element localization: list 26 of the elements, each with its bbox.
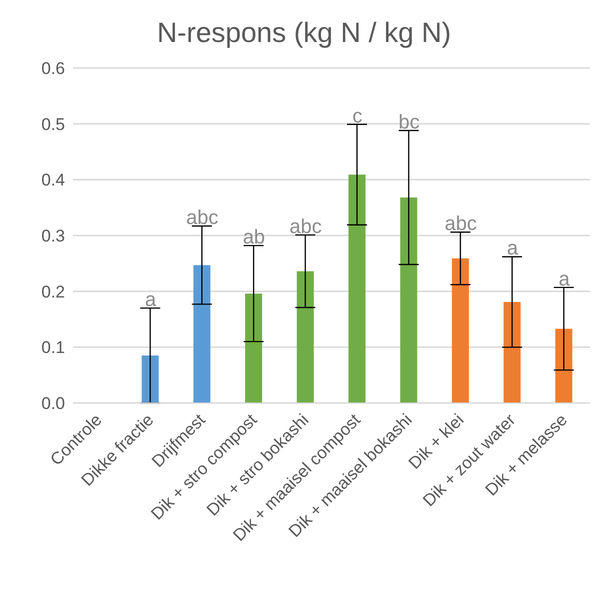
y-tick-label: 0.3 (41, 226, 65, 246)
annotation: a (558, 268, 571, 290)
bar (452, 258, 469, 403)
annotation: abc (444, 213, 477, 236)
bar (504, 302, 521, 403)
annotation: a (144, 289, 157, 312)
annotation: abc (290, 216, 322, 238)
y-tick-label: 0.4 (41, 170, 65, 190)
chart-title: N-respons (kg N / kg N) (156, 16, 452, 50)
annotation: ab (242, 226, 266, 249)
annotation: abc (186, 207, 218, 230)
annotation: c (352, 105, 362, 128)
bar (296, 271, 314, 403)
annotation: a (506, 238, 519, 260)
bar (142, 356, 159, 403)
bar (245, 294, 262, 403)
bar (555, 328, 572, 403)
y-tick-label: 0.5 (41, 114, 65, 134)
y-tick-label: 0.6 (41, 59, 65, 78)
annotation: bc (398, 112, 420, 134)
y-tick-label: 0.0 (41, 394, 65, 414)
y-tick-label: 0.1 (41, 338, 65, 358)
bar (348, 174, 366, 403)
bar (193, 265, 210, 403)
y-tick-label: 0.2 (41, 282, 65, 302)
bar (400, 198, 418, 403)
